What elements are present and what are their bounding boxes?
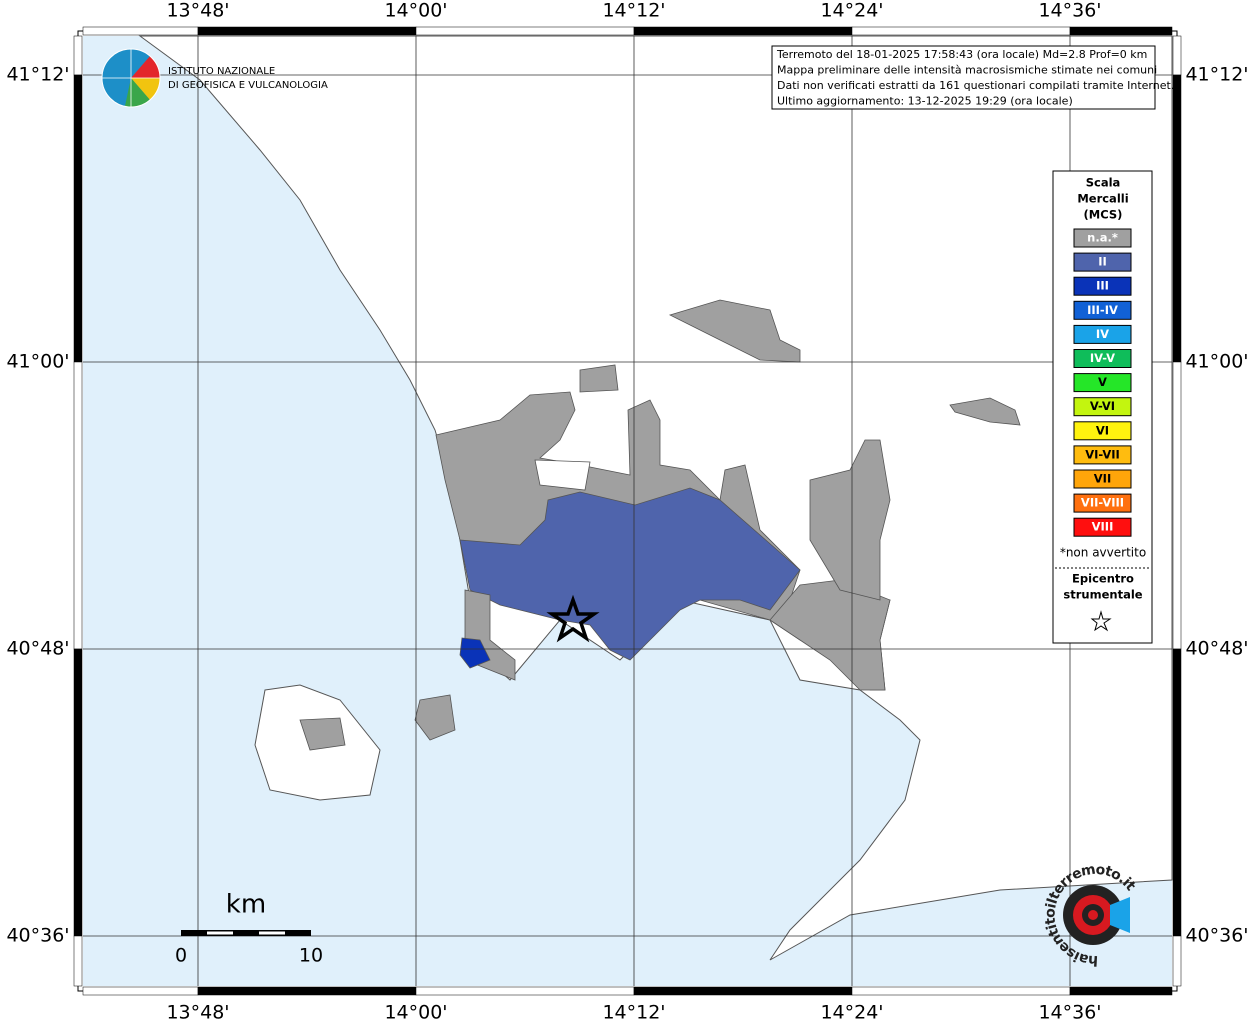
lat-label: 40°48' [6, 638, 69, 660]
municipality [534, 459, 591, 491]
legend-swatch [1073, 445, 1132, 465]
lon-label: 13°48' [166, 0, 229, 22]
logo-text: ISTITUTO NAZIONALE [168, 66, 275, 77]
border-segment [82, 986, 199, 996]
legend-label: III-IV [1087, 303, 1118, 317]
lon-label: 14°24' [820, 1002, 883, 1024]
scale-unit: km [226, 890, 266, 920]
lon-label: 14°24' [820, 0, 883, 22]
star-epicenter [546, 594, 600, 643]
border-segment [1172, 74, 1182, 363]
municipality [769, 579, 891, 691]
legend-label: V [1098, 375, 1107, 389]
legend-label: II [1098, 255, 1107, 269]
legend-swatch [1073, 300, 1132, 320]
lon-label: 14°00' [384, 1002, 447, 1024]
border-segment [73, 74, 83, 363]
legend-swatch [1073, 373, 1132, 393]
lon-label: 14°00' [384, 0, 447, 22]
lon-label: 14°12' [602, 0, 665, 22]
lon-label: 14°36' [1038, 1002, 1101, 1024]
info-line: Terremoto del 18-01-2025 17:58:43 (ora l… [776, 48, 1147, 61]
legend-label: IV-V [1090, 351, 1115, 365]
legend-epicenter: Epicentro [1072, 572, 1134, 586]
legend-swatch [1073, 252, 1132, 272]
municipality [668, 299, 801, 363]
info-box [771, 45, 1156, 110]
info-line: Ultimo aggiornamento: 13-12-2025 19:29 (… [777, 95, 1073, 108]
border-segment [1172, 361, 1182, 650]
border-segment [73, 648, 83, 937]
lat-label: 40°36' [6, 925, 69, 947]
border-segment [1172, 35, 1182, 76]
border-segment [73, 935, 83, 987]
scale-tick: 0 [175, 945, 187, 967]
scale-bar: km 0 10 [175, 890, 323, 967]
border-segment [851, 986, 1071, 996]
municipality [579, 364, 619, 393]
info-line: Dati non verificati estratti da 161 ques… [777, 79, 1174, 92]
info-line: Mappa preliminare delle intensità macros… [777, 64, 1157, 77]
lon-label: 13°48' [166, 1002, 229, 1024]
legend-swatch [1073, 324, 1132, 344]
municipality [459, 637, 491, 669]
border-segment [1172, 935, 1182, 987]
border-segment [73, 35, 83, 76]
lon-label: 14°12' [602, 1002, 665, 1024]
municipality [299, 717, 346, 751]
legend-label: VII-VIII [1081, 496, 1124, 510]
legend-title: Mercalli [1077, 192, 1128, 206]
border-segment [197, 986, 417, 996]
scale-tick: 10 [299, 945, 323, 967]
municipality [809, 439, 891, 601]
legend-epicenter: strumentale [1063, 588, 1142, 602]
lat-label: 41°12' [6, 64, 69, 86]
legend-label: VI-VII [1085, 447, 1120, 461]
legend-swatch [1073, 517, 1132, 537]
legend-label: VI [1096, 423, 1109, 437]
legend-swatch [1073, 397, 1132, 417]
legend-label: n.a.* [1087, 231, 1118, 245]
legend-swatch [1073, 469, 1132, 489]
legend-swatch [1073, 349, 1132, 368]
legend-label: V-VI [1090, 399, 1115, 413]
legend-label: IV [1096, 327, 1109, 341]
legend-swatch [1073, 276, 1132, 296]
lat-label: 41°00' [1185, 351, 1248, 373]
border-segment [415, 26, 635, 36]
border-segment [197, 26, 417, 36]
legend-note: *non avvertito [1060, 546, 1146, 560]
legend-title: Scala [1086, 176, 1121, 190]
municipality [949, 397, 1021, 426]
lat-label: 41°12' [1185, 64, 1248, 86]
border-segment [1069, 26, 1173, 36]
border-segment [633, 26, 853, 36]
border-segment [851, 26, 1071, 36]
border-segment [633, 986, 853, 996]
legend-swatch [1073, 228, 1132, 248]
border-segment [415, 986, 635, 996]
border-segment [73, 361, 83, 650]
lat-label: 41°00' [6, 351, 69, 373]
border-segment [82, 26, 199, 36]
lat-label: 40°48' [1185, 638, 1248, 660]
legend-label: III [1096, 279, 1109, 293]
municipality [459, 487, 801, 661]
logo-text: DI GEOFISICA E VULCANOLOGIA [168, 80, 328, 91]
legend-swatch [1073, 421, 1132, 441]
lat-label: 40°36' [1185, 925, 1248, 947]
legend-label: VIII [1092, 520, 1114, 534]
border-segment [1069, 986, 1173, 996]
legend-label: VII [1094, 472, 1111, 486]
legend-star [1090, 610, 1112, 632]
border-segment [1172, 648, 1182, 937]
legend-swatch [1073, 493, 1132, 513]
logo: ISTITUTO NAZIONALE DI GEOFISICA E VULCAN… [101, 48, 328, 108]
lon-label: 14°36' [1038, 0, 1101, 22]
legend-title: (MCS) [1084, 208, 1123, 222]
